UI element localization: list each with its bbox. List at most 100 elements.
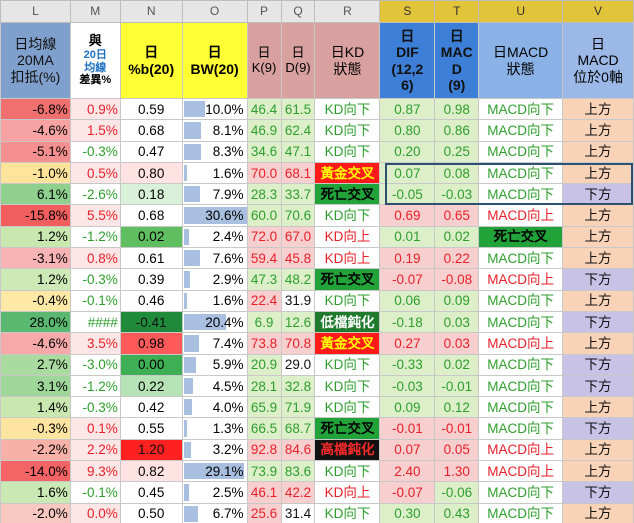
header-bandwidth[interactable]: 日 BW(20)	[181, 22, 248, 99]
macd-status-cell[interactable]: MACD向下	[478, 502, 564, 523]
macd-status-cell[interactable]: MACD向下	[478, 417, 564, 440]
kd-status-cell[interactable]: KD向下	[314, 396, 381, 419]
kd-status-cell[interactable]: KD向下	[314, 460, 381, 483]
macd-zero-axis-cell[interactable]: 下方	[562, 353, 634, 376]
percent-b-cell[interactable]: 0.45	[119, 481, 183, 504]
k9-cell[interactable]: 46.1	[246, 481, 282, 504]
macd-status-cell[interactable]: MACD向上	[478, 438, 564, 462]
macd-cell[interactable]: 0.22	[434, 247, 480, 270]
macd-zero-axis-cell[interactable]: 下方	[562, 481, 634, 504]
ma20-diff-cell[interactable]: 3.5%	[69, 332, 121, 355]
k9-cell[interactable]: 28.3	[246, 183, 282, 206]
d9-cell[interactable]: 31.4	[280, 502, 316, 523]
ma20-diff-cell[interactable]: 0.1%	[69, 417, 121, 440]
kd-status-cell[interactable]: KD向上	[314, 225, 381, 249]
d9-cell[interactable]: 62.4	[280, 119, 316, 142]
percent-b-cell[interactable]: 0.22	[119, 374, 183, 398]
ma20-deduction-cell[interactable]: -3.1%	[0, 247, 71, 270]
bandwidth-cell[interactable]: 4.5%	[181, 374, 248, 398]
macd-cell[interactable]: -0.01	[434, 374, 480, 398]
percent-b-cell[interactable]: 0.68	[119, 204, 183, 227]
ma20-deduction-cell[interactable]: -4.6%	[0, 332, 71, 355]
ma20-diff-cell[interactable]: 1.5%	[69, 119, 121, 142]
d9-cell[interactable]: 68.1	[280, 161, 316, 185]
kd-status-cell[interactable]: KD向下	[314, 140, 381, 163]
ma20-deduction-cell[interactable]: 1.2%	[0, 268, 71, 291]
dif-cell[interactable]: 0.20	[379, 140, 436, 163]
ma20-diff-cell[interactable]: -3.0%	[69, 353, 121, 376]
kd-status-cell[interactable]: 死亡交叉	[314, 183, 381, 206]
ma20-diff-cell[interactable]: -0.3%	[69, 140, 121, 163]
percent-b-cell[interactable]: 0.55	[119, 417, 183, 440]
d9-cell[interactable]: 70.8	[280, 332, 316, 355]
dif-cell[interactable]: 0.80	[379, 119, 436, 142]
kd-status-cell[interactable]: KD向上	[314, 247, 381, 270]
ma20-deduction-cell[interactable]: 1.2%	[0, 225, 71, 249]
k9-cell[interactable]: 6.9	[246, 310, 282, 334]
ma20-diff-cell[interactable]: 5.5%	[69, 204, 121, 227]
kd-status-cell[interactable]: KD向下	[314, 502, 381, 523]
col-letter-N[interactable]: N	[119, 0, 183, 23]
macd-cell[interactable]: 0.65	[434, 204, 480, 227]
percent-b-cell[interactable]: 0.46	[119, 289, 183, 312]
dif-cell[interactable]: -0.01	[379, 417, 436, 440]
header-d9[interactable]: 日 D(9)	[280, 22, 316, 99]
percent-b-cell[interactable]: 0.59	[119, 97, 183, 121]
k9-cell[interactable]: 47.3	[246, 268, 282, 291]
ma20-deduction-cell[interactable]: 6.1%	[0, 183, 71, 206]
macd-zero-axis-cell[interactable]: 上方	[562, 204, 634, 227]
percent-b-cell[interactable]: 0.68	[119, 119, 183, 142]
ma20-diff-cell[interactable]: -0.1%	[69, 481, 121, 504]
percent-b-cell[interactable]: 0.98	[119, 332, 183, 355]
dif-cell[interactable]: -0.03	[379, 374, 436, 398]
macd-cell[interactable]: 0.03	[434, 332, 480, 355]
macd-zero-axis-cell[interactable]: 上方	[562, 396, 634, 419]
col-letter-O[interactable]: O	[181, 0, 248, 23]
macd-zero-axis-cell[interactable]: 下方	[562, 310, 634, 334]
macd-zero-axis-cell[interactable]: 上方	[562, 119, 634, 142]
dif-cell[interactable]: -0.07	[379, 268, 436, 291]
k9-cell[interactable]: 73.8	[246, 332, 282, 355]
d9-cell[interactable]: 70.6	[280, 204, 316, 227]
d9-cell[interactable]: 31.9	[280, 289, 316, 312]
macd-zero-axis-cell[interactable]: 上方	[562, 97, 634, 121]
ma20-diff-cell[interactable]: -0.3%	[69, 396, 121, 419]
macd-zero-axis-cell[interactable]: 上方	[562, 247, 634, 270]
bandwidth-cell[interactable]: 2.9%	[181, 268, 248, 291]
bandwidth-cell[interactable]: 1.6%	[181, 161, 248, 185]
macd-zero-axis-cell[interactable]: 上方	[562, 140, 634, 163]
bandwidth-cell[interactable]: 2.4%	[181, 225, 248, 249]
col-letter-V[interactable]: V	[562, 0, 634, 23]
k9-cell[interactable]: 46.9	[246, 119, 282, 142]
bandwidth-cell[interactable]: 7.4%	[181, 332, 248, 355]
dif-cell[interactable]: 2.40	[379, 460, 436, 483]
kd-status-cell[interactable]: 黃金交叉	[314, 161, 381, 185]
bandwidth-cell[interactable]: 1.6%	[181, 289, 248, 312]
kd-status-cell[interactable]: KD向下	[314, 204, 381, 227]
macd-cell[interactable]: 0.02	[434, 225, 480, 249]
macd-cell[interactable]: 0.03	[434, 310, 480, 334]
macd-zero-axis-cell[interactable]: 上方	[562, 225, 634, 249]
percent-b-cell[interactable]: -0.41	[119, 310, 183, 334]
dif-cell[interactable]: -0.18	[379, 310, 436, 334]
col-letter-R[interactable]: R	[314, 0, 381, 23]
macd-status-cell[interactable]: MACD向下	[478, 161, 564, 185]
header-macd[interactable]: 日 MAC D (9)	[434, 22, 480, 99]
ma20-diff-cell[interactable]: -2.6%	[69, 183, 121, 206]
k9-cell[interactable]: 60.0	[246, 204, 282, 227]
header-kd-status[interactable]: 日KD 狀態	[314, 22, 381, 99]
ma20-deduction-cell[interactable]: -6.8%	[0, 97, 71, 121]
macd-status-cell[interactable]: MACD向上	[478, 268, 564, 291]
ma20-deduction-cell[interactable]: -4.6%	[0, 119, 71, 142]
d9-cell[interactable]: 83.6	[280, 460, 316, 483]
percent-b-cell[interactable]: 0.61	[119, 247, 183, 270]
percent-b-cell[interactable]: 0.82	[119, 460, 183, 483]
k9-cell[interactable]: 20.9	[246, 353, 282, 376]
k9-cell[interactable]: 72.0	[246, 225, 282, 249]
kd-status-cell[interactable]: KD向下	[314, 119, 381, 142]
d9-cell[interactable]: 48.2	[280, 268, 316, 291]
macd-zero-axis-cell[interactable]: 上方	[562, 460, 634, 483]
kd-status-cell[interactable]: KD向下	[314, 353, 381, 376]
percent-b-cell[interactable]: 0.02	[119, 225, 183, 249]
